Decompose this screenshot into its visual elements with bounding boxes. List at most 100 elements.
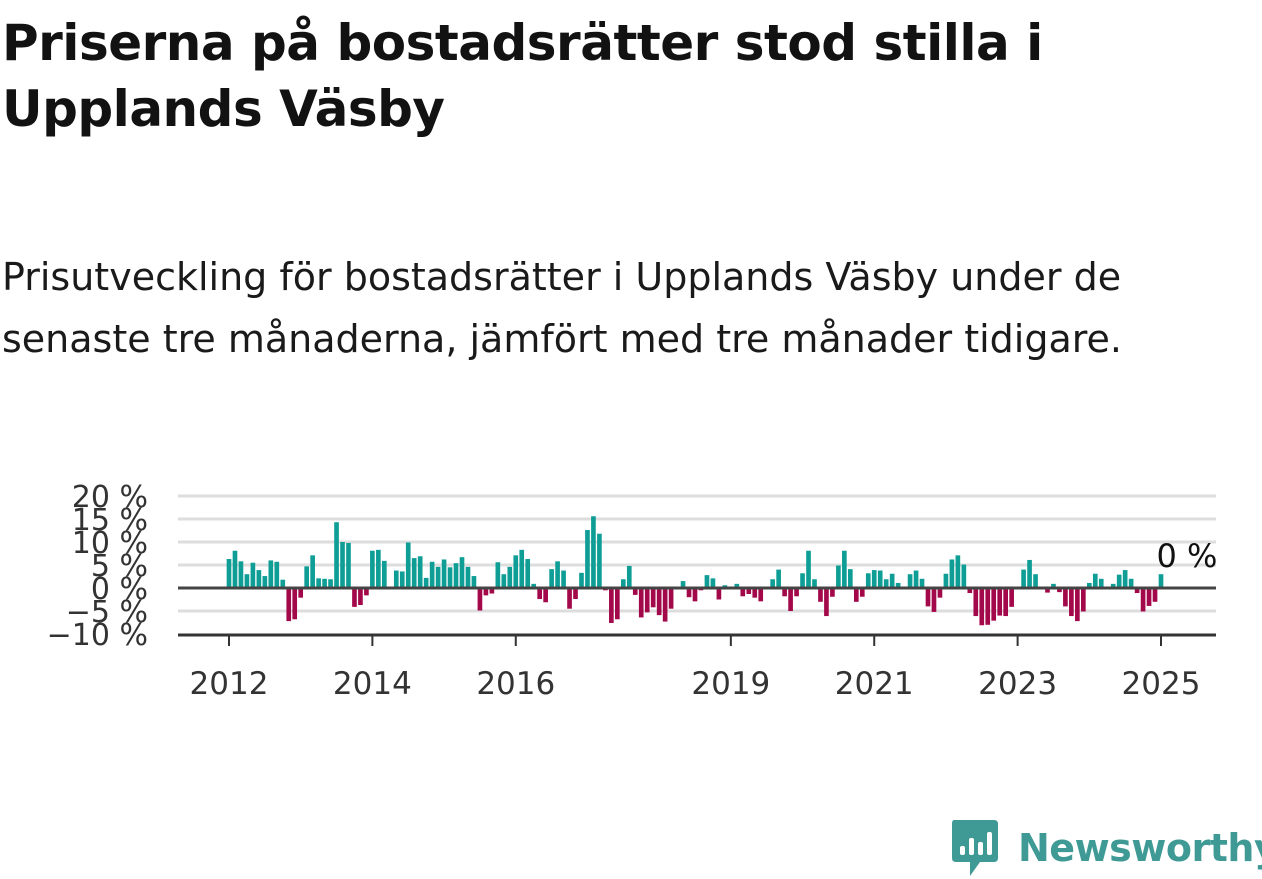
bar (656, 588, 662, 616)
bar (597, 533, 602, 588)
y-tick-label: −10 % (47, 618, 148, 653)
bar-chart: 20 %15 %10 %5 %0 %−5 %−10 %2012 2014 2016 2… (47, 480, 1218, 702)
bar (364, 588, 369, 596)
newsworthy-bar-chart-icon (952, 820, 998, 876)
bar (1021, 569, 1026, 588)
bar (376, 549, 381, 588)
y-tick-label: −5 % (66, 595, 148, 630)
x-tick-label: 2025 (1122, 666, 1201, 702)
bar (842, 550, 847, 588)
bar (985, 588, 991, 625)
bar (776, 569, 781, 588)
bar (250, 562, 256, 588)
bar (961, 564, 967, 588)
bar (370, 550, 375, 588)
bar (1086, 582, 1092, 588)
bar (423, 577, 429, 588)
y-tick-label: 5 % (91, 549, 148, 584)
bar (232, 550, 238, 588)
bar (925, 588, 931, 607)
x-tick-label: 2023 (978, 666, 1057, 702)
bar (680, 581, 686, 588)
bar (1134, 588, 1140, 594)
bar (346, 542, 351, 588)
bar (1075, 588, 1080, 622)
bar (943, 573, 949, 588)
x-tick-label: 2016 (476, 666, 555, 702)
x-tick-label: 2014 (333, 666, 412, 702)
bar (310, 555, 315, 588)
bar (848, 569, 853, 588)
bar (716, 588, 722, 600)
bar (758, 588, 764, 602)
bar (507, 566, 513, 588)
bar (824, 588, 829, 617)
x-axis (178, 633, 1216, 646)
bar (919, 578, 925, 588)
bar (399, 571, 405, 588)
bar (812, 579, 817, 588)
bar (435, 566, 441, 588)
bar (567, 588, 572, 609)
bar (591, 516, 596, 588)
x-tick-label: 2021 (835, 666, 914, 702)
bar (447, 567, 453, 588)
bar (1063, 588, 1068, 607)
bar (997, 588, 1003, 616)
chart-title: Priserna på bostadsrätter stod stilla i … (2, 14, 1043, 138)
bar (1146, 588, 1152, 606)
bar (417, 556, 423, 588)
bar (304, 566, 309, 588)
bar (907, 574, 913, 588)
bar (895, 582, 901, 588)
bar (883, 579, 889, 588)
bar (549, 569, 554, 588)
bar (244, 574, 250, 588)
bar (931, 588, 937, 612)
bar (632, 588, 638, 595)
bar (752, 588, 758, 598)
bar (979, 588, 985, 626)
bar (1158, 574, 1164, 588)
bar (555, 561, 560, 588)
bar (973, 588, 979, 617)
bar (937, 588, 943, 598)
bar (471, 576, 477, 588)
x-tick-label: 2012 (190, 666, 269, 702)
bar (328, 579, 333, 588)
bar (686, 588, 692, 598)
x-tick-label: 2019 (691, 666, 770, 702)
bar (1110, 583, 1116, 588)
chart-subtitle: Prisutveckling för bostadsrätter i Uppla… (2, 255, 1122, 361)
bar (280, 579, 286, 588)
bar (256, 570, 262, 588)
bar (573, 588, 578, 600)
bar (662, 588, 668, 622)
bar (489, 588, 495, 594)
bar (585, 530, 590, 588)
bar (710, 578, 716, 588)
bar (830, 588, 835, 597)
bar (871, 570, 877, 588)
bar (429, 561, 435, 588)
bar (746, 588, 752, 594)
bar (609, 588, 614, 623)
bar (513, 555, 519, 588)
logo-text: Newsworthy (1018, 826, 1262, 870)
bar (1092, 573, 1098, 588)
bar (519, 549, 525, 588)
bar (853, 588, 859, 602)
bar (865, 573, 871, 588)
bar (734, 583, 740, 588)
bar (579, 572, 584, 588)
bar (1057, 588, 1062, 593)
bar (615, 588, 620, 620)
y-tick-label: 20 % (72, 480, 148, 515)
bar (1122, 570, 1128, 588)
bar (1128, 578, 1134, 588)
bar (1009, 588, 1014, 607)
bar (806, 550, 811, 588)
bar (644, 588, 650, 613)
bar (495, 562, 501, 588)
bars (226, 516, 1164, 626)
